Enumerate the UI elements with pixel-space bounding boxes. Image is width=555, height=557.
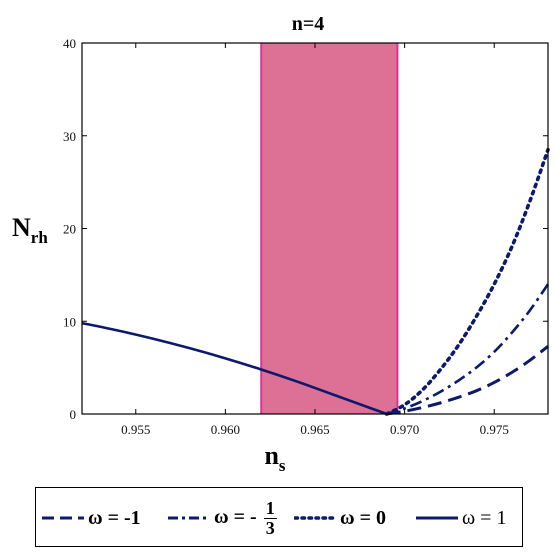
x-axis-label: ns [264,441,285,475]
shaded-region [261,43,398,414]
y-tick-label: 20 [63,222,76,237]
x-axis-label-main: n [264,441,279,470]
legend-label-prefix: ω = - [214,505,257,528]
chart-title: n=4 [292,13,325,35]
legend-label: ω = 0 [340,506,387,529]
chart: 0.955 0.960 0.965 0.970 0.975 0 10 20 30 40 n=4 n… [12,13,550,475]
shaded-region-layer [260,43,399,414]
series-layer [81,147,550,416]
y-axis-label-sub: rh [31,228,49,247]
legend-label: ω = - 1 3 [214,497,277,538]
y-tick-label: 40 [63,36,76,51]
legend-label: ω = -1 [88,506,141,529]
series-line-solid [81,321,388,416]
legend-swatch-dashdot [168,516,210,520]
legend-item-omega-1: ω = 1 [416,488,506,548]
x-tick-label: 0.960 [211,422,240,437]
series-line-dotted [384,147,550,416]
series-line-dashed [386,345,549,416]
x-tick-label: 0.975 [480,422,509,437]
x-tick-label: 0.970 [390,422,419,437]
legend-swatch-solid [416,516,458,520]
legend-label: ω = 1 [462,506,507,529]
legend-fraction: 1 3 [263,497,277,538]
x-tick-label: 0.965 [300,422,329,437]
legend-item-omega-minus-third: ω = - 1 3 [168,488,277,548]
legend-item-omega-minus-1: ω = -1 [42,488,141,548]
x-axis-label-sub: s [279,456,286,475]
fraction-denominator: 3 [265,517,275,538]
legend-item-omega-0: ω = 0 [294,488,386,548]
legend-swatch-dotted [294,516,336,520]
x-tick-label: 0.955 [121,422,150,437]
fraction-numerator: 1 [263,497,277,519]
legend-swatch-dashed [42,516,84,520]
tick-layer: 0.955 0.960 0.965 0.970 0.975 0 10 20 30 40 [63,36,548,437]
y-axis-label: Nrh [12,213,48,247]
series-line-dashdot [386,283,550,416]
y-tick-label: 30 [63,129,76,144]
y-tick-label: 0 [70,407,77,422]
y-tick-label: 10 [63,314,76,329]
y-axis-label-main: N [12,213,31,242]
legend: ω = -1 ω = - 1 3 ω = 0 ω = 1 [35,487,523,547]
